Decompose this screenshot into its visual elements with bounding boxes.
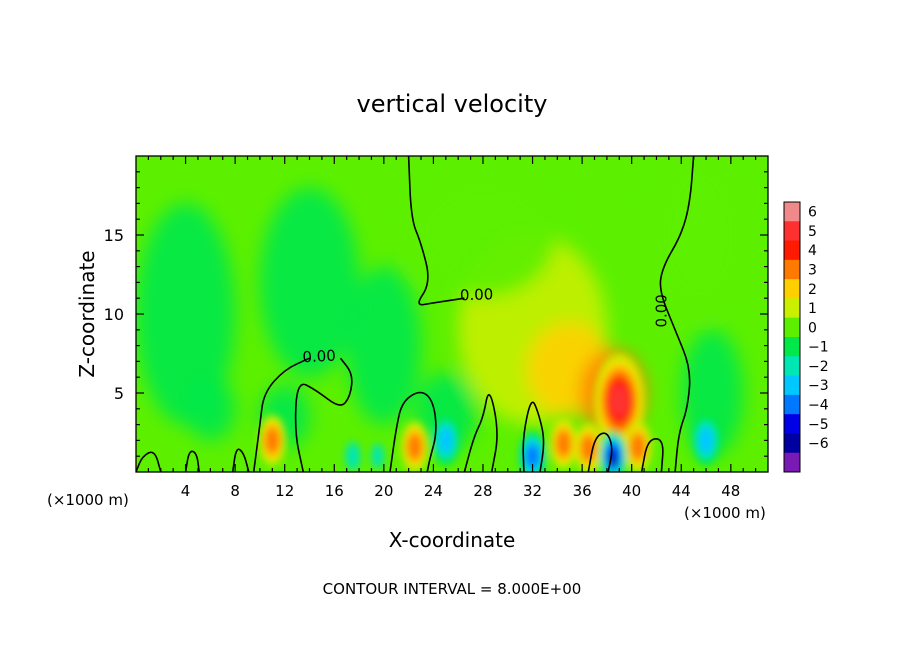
zero-contours xyxy=(136,156,695,472)
x-tick-label: 48 xyxy=(721,482,740,500)
field-blob xyxy=(346,266,422,425)
field-blob xyxy=(185,377,236,441)
x-tick-label: 44 xyxy=(672,482,691,500)
updraft-cell xyxy=(555,430,572,458)
zero-contour-line xyxy=(294,357,353,472)
field-blob xyxy=(136,203,236,425)
velocity-field xyxy=(136,156,768,472)
zero-contour-line xyxy=(184,450,200,472)
x-tick-label: 32 xyxy=(523,482,542,500)
y-tick-label: 10 xyxy=(104,305,124,324)
zero-contour-line xyxy=(252,357,310,472)
contour-label: 0.00 xyxy=(460,285,494,304)
chart-title: vertical velocity xyxy=(357,90,548,118)
colorbar-swatch xyxy=(784,375,800,396)
colorbar-label: −4 xyxy=(808,398,829,414)
zero-contour-line xyxy=(522,401,545,472)
colorbar-swatch xyxy=(784,298,800,319)
zero-contour-line xyxy=(407,156,465,306)
downdraft-cell xyxy=(698,426,714,454)
x-tick-label: 20 xyxy=(374,482,393,500)
colorbar-label: 2 xyxy=(808,282,817,298)
updraft-cell xyxy=(264,426,280,454)
colorbar-swatch xyxy=(784,337,800,357)
downdraft-cell xyxy=(371,443,384,469)
colorbar: 6 5 4 3 2 1 0 −1 −2 −3 −4 −5 −6 xyxy=(783,201,829,473)
colorbar-swatch xyxy=(784,414,800,434)
x-tick-label: 4 xyxy=(181,482,191,500)
x-axis-label: X-coordinate xyxy=(389,528,516,552)
x-unit-left: (×1000 m) xyxy=(47,491,129,509)
colorbar-label: 3 xyxy=(808,263,817,279)
downdraft-cell xyxy=(345,441,361,471)
x-tick-label: 16 xyxy=(325,482,344,500)
x-tick-label: 36 xyxy=(573,482,592,500)
field-blob xyxy=(414,372,477,452)
y-tick-label: 15 xyxy=(104,226,124,245)
colorbar-label: −2 xyxy=(808,359,829,375)
colorbar-label: 6 xyxy=(808,205,817,221)
colorbar-swatch xyxy=(784,356,800,377)
colorbar-label: 1 xyxy=(808,301,817,317)
colorbar-label: 4 xyxy=(808,243,817,259)
colorbar-swatch xyxy=(784,394,800,415)
updraft-cell xyxy=(407,433,423,461)
x-tick-label: 40 xyxy=(622,482,641,500)
zero-contour-line xyxy=(640,437,664,472)
contour-labels: 0.00 0.00 0.00 xyxy=(302,285,670,366)
colorbar-frame xyxy=(783,201,801,473)
x-axis-ticks: 4 8 12 16 20 24 28 32 36 40 44 48 xyxy=(147,156,757,500)
colorbar-swatch xyxy=(784,221,800,242)
field-blob xyxy=(408,171,558,299)
contour-label: 0.00 xyxy=(302,347,336,367)
contour-label: 0.00 xyxy=(652,294,670,327)
downdraft-cell xyxy=(525,444,540,468)
y-axis-ticks: 5 10 15 xyxy=(104,171,768,457)
x-tick-label: 12 xyxy=(275,482,294,500)
colorbar-label: −1 xyxy=(808,340,829,356)
x-tick-label: 24 xyxy=(424,482,443,500)
y-axis-label: Z-coordinate xyxy=(75,250,99,377)
colorbar-swatch xyxy=(784,202,800,222)
colorbar-label: −5 xyxy=(808,417,829,433)
colorbar-swatch xyxy=(784,240,800,261)
updraft-cell xyxy=(610,384,629,418)
field-blob xyxy=(259,187,360,378)
downdraft-cell xyxy=(438,426,454,454)
x-tick-label: 8 xyxy=(230,482,240,500)
x-unit-right: (×1000 m) xyxy=(684,504,766,522)
colorbar-swatch xyxy=(784,279,800,299)
colorbar-label: −6 xyxy=(808,436,829,452)
field-cells xyxy=(258,353,720,472)
colorbar-label: 0 xyxy=(808,320,817,336)
colorbar-swatch xyxy=(784,317,800,338)
zero-contour-line xyxy=(389,391,437,472)
colorbar-swatch xyxy=(784,452,800,473)
updraft-cell xyxy=(630,433,646,461)
updraft-cell xyxy=(580,434,596,462)
field-blob xyxy=(650,156,750,314)
x-tick-label: 28 xyxy=(473,482,492,500)
zero-contour-line xyxy=(463,394,498,472)
y-tick-label: 5 xyxy=(114,384,124,403)
colorbar-label: −3 xyxy=(808,378,829,394)
zero-contour-line xyxy=(231,448,250,472)
colorbar-swatch xyxy=(784,433,800,454)
zero-contour-line xyxy=(136,451,162,472)
colorbar-label: 5 xyxy=(808,224,817,240)
contour-interval-footer: CONTOUR INTERVAL = 8.000E+00 xyxy=(323,580,582,598)
zero-contour-line xyxy=(659,156,695,472)
colorbar-swatch xyxy=(784,259,800,280)
zero-contour-line xyxy=(587,432,613,472)
